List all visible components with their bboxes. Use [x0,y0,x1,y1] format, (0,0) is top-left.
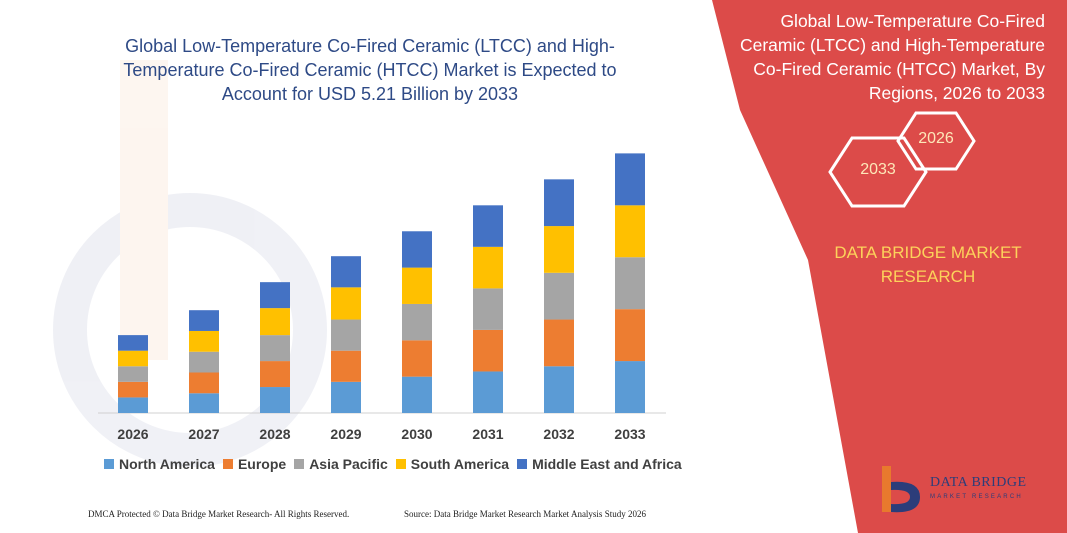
legend-label: North America [119,456,215,472]
bar-2029-middle-east-and-africa [331,256,361,288]
bar-2030-south-america [402,267,432,304]
legend-swatch [104,459,114,469]
legend-swatch [517,459,528,469]
legend-item: North America [104,456,215,472]
copyright-note: DMCA Protected © Data Bridge Market Rese… [88,509,350,519]
bar-2031-asia-pacific [473,288,503,330]
legend-label: South America [410,456,510,472]
panel-title: Global Low-Temperature Co-Fired Ceramic … [739,11,1045,103]
source-note: Source: Data Bridge Market Research Mark… [404,509,646,519]
hex-label-2026: 2026 [918,130,954,147]
hexagon-2026 [896,111,976,171]
logo-mark [882,466,920,513]
bar-2026-asia-pacific [118,366,148,382]
bar-2032-asia-pacific [544,272,574,320]
bar-2031-middle-east-and-africa [473,205,503,247]
bar-2029-south-america [331,287,361,320]
legend-item: Asia Pacific [294,456,388,472]
logo-name: DATA BRIDGE [930,475,1027,490]
hexagon-2033 [828,136,928,208]
bar-2029-asia-pacific [331,319,361,351]
x-tick-label: 2030 [401,426,432,442]
legend-swatch [395,459,406,469]
chart-title: Global Low-Temperature Co-Fired Ceramic … [123,36,617,104]
bar-2032-europe [544,319,574,367]
bar-2028-middle-east-and-africa [260,282,290,309]
company-logo: DATA BRIDGE MARKET RESEARCH [878,463,1048,523]
bar-2029-europe [331,350,361,382]
bar-2032-north-america [544,366,574,413]
x-tick-label: 2028 [259,426,290,442]
hex-label-2033: 2033 [860,161,896,178]
legend-item: Europe [222,456,287,472]
legend-label: Europe [237,456,287,472]
legend-swatch [222,459,233,469]
bar-2028-south-america [260,308,290,336]
x-tick-label: 2029 [330,426,361,442]
brand-name: DATA BRIDGE MARKET RESEARCH [834,243,1022,286]
bar-2030-north-america [402,376,432,413]
bar-2029-north-america [331,381,361,413]
bar-2033-asia-pacific [615,257,645,310]
bar-2026-europe [118,381,148,398]
bar-2032-south-america [544,226,574,273]
bar-2032-middle-east-and-africa [544,179,574,227]
bar-2026-south-america [118,350,148,367]
bar-2033-europe [615,309,645,362]
legend-label: Asia Pacific [309,456,388,472]
bar-2028-europe [260,361,290,388]
bar-2027-europe [189,372,219,394]
bar-2031-north-america [473,371,503,413]
bar-2031-europe [473,329,503,372]
bar-2026-middle-east-and-africa [118,335,148,351]
bar-2028-north-america [260,387,290,413]
stacked-bar-chart: 2026 2027 2028 2029 2030 2031 2032 2033 [98,153,666,442]
bar-2027-middle-east-and-africa [189,310,219,331]
bar-2026-north-america [118,397,148,413]
bar-2030-asia-pacific [402,303,432,341]
bar-2027-asia-pacific [189,351,219,373]
bar-2031-south-america [473,246,503,289]
logo-tagline: MARKET RESEARCH [930,494,1023,500]
bar-2030-middle-east-and-africa [402,231,432,268]
bar-2030-europe [402,340,432,377]
bar-2033-south-america [615,205,645,258]
x-tick-label: 2026 [117,426,148,442]
chart-legend: North America Europe Asia Pacific South Ame… [104,456,690,472]
bar-2027-north-america [189,393,219,413]
legend-item: Middle East and Africa [517,456,682,472]
x-tick-label: 2032 [543,426,574,442]
legend-label: Middle East and Africa [532,456,682,472]
x-tick-label: 2031 [472,426,503,442]
bar-2027-south-america [189,330,219,352]
legend-swatch [294,459,305,469]
x-tick-label: 2033 [614,426,645,442]
bar-2033-middle-east-and-africa [615,153,645,206]
x-tick-label: 2027 [188,426,219,442]
bar-2033-north-america [615,361,645,413]
bar-2028-asia-pacific [260,335,290,362]
legend-item: South America [395,456,510,472]
